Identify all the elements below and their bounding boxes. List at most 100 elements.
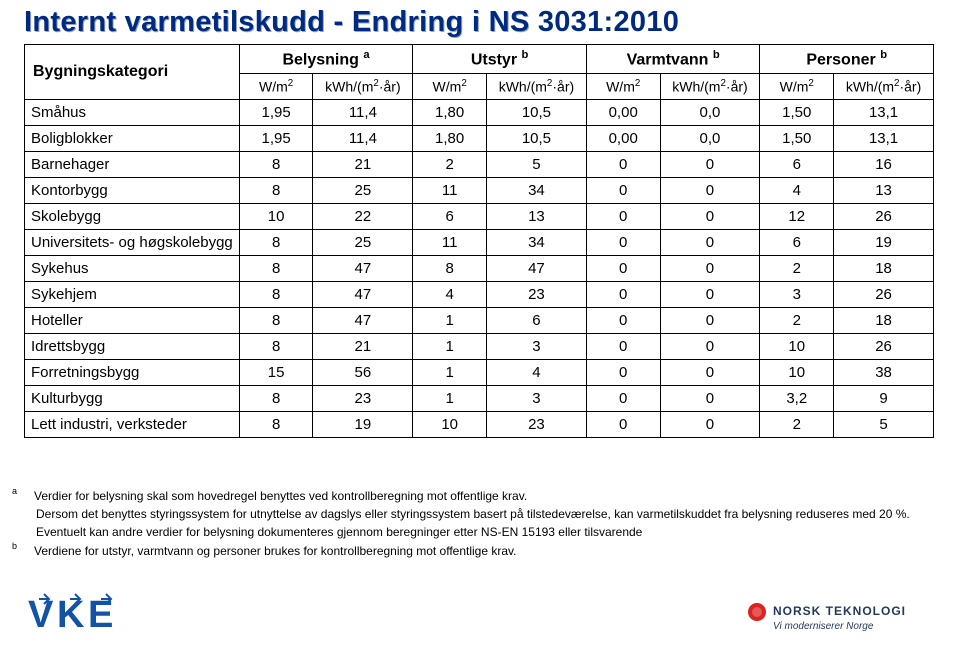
cell-value: 0,0 (660, 125, 760, 151)
unit-kwh: kWh/(m2·år) (660, 74, 760, 100)
cell-value: 19 (834, 229, 934, 255)
cell-value: 3 (487, 333, 587, 359)
unit-wm2: W/m2 (760, 74, 834, 100)
cell-value: 0 (660, 255, 760, 281)
cell-value: 0 (586, 385, 660, 411)
footnotes: aVerdier for belysning skal som hovedreg… (24, 488, 934, 561)
table-row: Skolebygg1022613001226 (25, 203, 934, 229)
table-row: Hoteller8471600218 (25, 307, 934, 333)
cell-value: 3 (487, 385, 587, 411)
cell-value: 6 (413, 203, 487, 229)
table-row: Idrettsbygg82113001026 (25, 333, 934, 359)
data-table: Bygningskategori Belysning a Utstyr b Va… (24, 44, 934, 438)
cell-value: 0 (586, 281, 660, 307)
cell-value: 15 (239, 359, 313, 385)
cell-value: 47 (313, 307, 413, 333)
cell-value: 8 (239, 411, 313, 437)
cell-value: 1 (413, 385, 487, 411)
unit-kwh: kWh/(m2·år) (313, 74, 413, 100)
logo-vke: V K E (28, 591, 133, 644)
unit-wm2: W/m2 (586, 74, 660, 100)
logo-nt-sub: Vi moderniserer Norge (773, 621, 874, 632)
logo-nt-text: NORSK TEKNOLOGI (773, 604, 906, 618)
cell-value: 56 (313, 359, 413, 385)
cell-category: Universitets- og høgskolebygg (25, 229, 240, 255)
unit-wm2: W/m2 (239, 74, 313, 100)
footnote-b: bVerdiene for utstyr, varmtvann og perso… (24, 543, 934, 559)
logo-norsk-teknologi: NORSK TEKNOLOGI Vi moderniserer Norge (745, 599, 925, 644)
cell-value: 12 (760, 203, 834, 229)
cell-value: 18 (834, 307, 934, 333)
cell-value: 4 (487, 359, 587, 385)
cell-value: 11,4 (313, 99, 413, 125)
cell-value: 23 (487, 411, 587, 437)
cell-value: 4 (760, 177, 834, 203)
cell-value: 11 (413, 229, 487, 255)
unit-kwh: kWh/(m2·år) (834, 74, 934, 100)
cell-value: 9 (834, 385, 934, 411)
cell-value: 5 (487, 151, 587, 177)
cell-value: 13 (834, 177, 934, 203)
cell-value: 0 (660, 203, 760, 229)
cell-value: 10 (239, 203, 313, 229)
cell-value: 1,95 (239, 125, 313, 151)
cell-value: 0 (660, 411, 760, 437)
cell-value: 47 (313, 255, 413, 281)
cell-value: 0 (586, 333, 660, 359)
cell-value: 1,80 (413, 99, 487, 125)
page-title: Internt varmetilskudd - Endring i NS 303… (24, 6, 679, 39)
cell-value: 4 (413, 281, 487, 307)
cell-category: Forretningsbygg (25, 359, 240, 385)
cell-category: Lett industri, verksteder (25, 411, 240, 437)
cell-value: 0 (660, 307, 760, 333)
cell-value: 8 (239, 281, 313, 307)
cell-value: 2 (760, 411, 834, 437)
cell-value: 0 (586, 229, 660, 255)
unit-kwh: kWh/(m2·år) (487, 74, 587, 100)
cell-value: 38 (834, 359, 934, 385)
cell-value: 13,1 (834, 125, 934, 151)
cell-value: 0 (586, 151, 660, 177)
cell-value: 0 (586, 411, 660, 437)
cell-value: 2 (760, 307, 834, 333)
cell-value: 0 (660, 151, 760, 177)
col-header-category: Bygningskategori (25, 45, 240, 100)
cell-value: 23 (313, 385, 413, 411)
table-row: Boligblokker1,9511,41,8010,50,000,01,501… (25, 125, 934, 151)
cell-value: 8 (239, 255, 313, 281)
cell-value: 0,00 (586, 125, 660, 151)
cell-value: 11,4 (313, 125, 413, 151)
cell-value: 8 (239, 177, 313, 203)
cell-value: 2 (760, 255, 834, 281)
cell-value: 22 (313, 203, 413, 229)
cell-value: 3 (760, 281, 834, 307)
cell-value: 0 (586, 255, 660, 281)
cell-value: 1 (413, 359, 487, 385)
cell-value: 8 (239, 229, 313, 255)
cell-value: 3,2 (760, 385, 834, 411)
cell-value: 10,5 (487, 125, 587, 151)
cell-value: 13 (487, 203, 587, 229)
cell-value: 34 (487, 177, 587, 203)
cell-value: 6 (760, 151, 834, 177)
cell-value: 1 (413, 307, 487, 333)
cell-value: 16 (834, 151, 934, 177)
col-header-personer: Personer b (760, 45, 934, 74)
cell-value: 0,0 (660, 99, 760, 125)
cell-value: 1,50 (760, 125, 834, 151)
cell-value: 47 (313, 281, 413, 307)
cell-value: 26 (834, 203, 934, 229)
table-row: Lett industri, verksteder81910230025 (25, 411, 934, 437)
cell-value: 21 (313, 151, 413, 177)
cell-value: 8 (239, 333, 313, 359)
table-row: Sykehjem84742300326 (25, 281, 934, 307)
cell-value: 23 (487, 281, 587, 307)
table-row: Kontorbygg825113400413 (25, 177, 934, 203)
footnote-a-2: Dersom det benyttes styringssystem for u… (24, 506, 934, 522)
unit-wm2: W/m2 (413, 74, 487, 100)
cell-value: 10 (760, 359, 834, 385)
cell-value: 6 (487, 307, 587, 333)
cell-category: Småhus (25, 99, 240, 125)
cell-value: 0,00 (586, 99, 660, 125)
cell-value: 1,50 (760, 99, 834, 125)
